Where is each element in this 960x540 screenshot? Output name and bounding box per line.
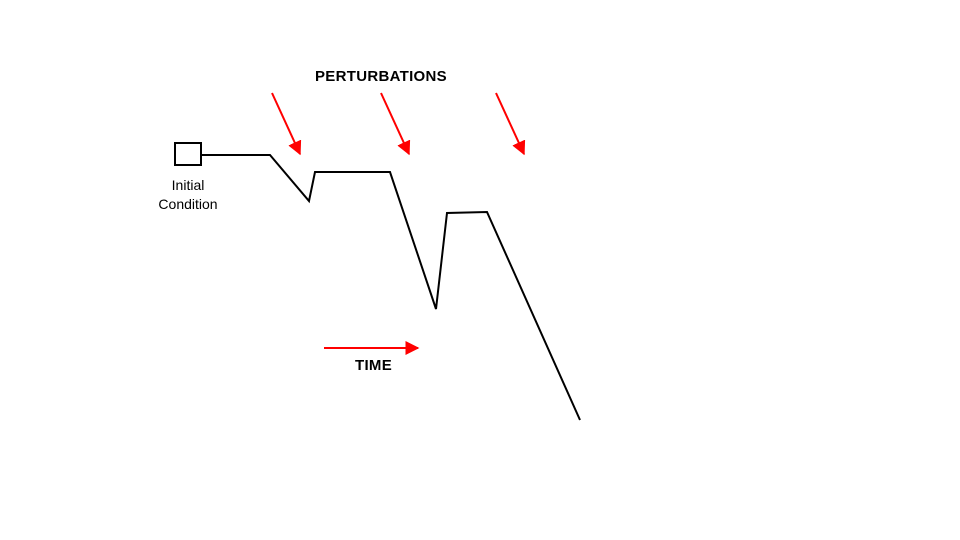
perturbation-arrow-2 [380,92,411,156]
system-trajectory-line [201,154,581,421]
initial-condition-line-2: Condition [158,196,218,212]
initial-condition-box [174,142,202,166]
initial-condition-line-1: Initial [171,177,205,193]
perturbations-label: PERTURBATIONS [315,68,447,85]
perturbation-arrow-3 [495,92,526,156]
time-label: TIME [355,357,393,374]
perturbation-arrow-1 [271,92,302,156]
initial-condition-label: Initial Condition [150,176,226,214]
